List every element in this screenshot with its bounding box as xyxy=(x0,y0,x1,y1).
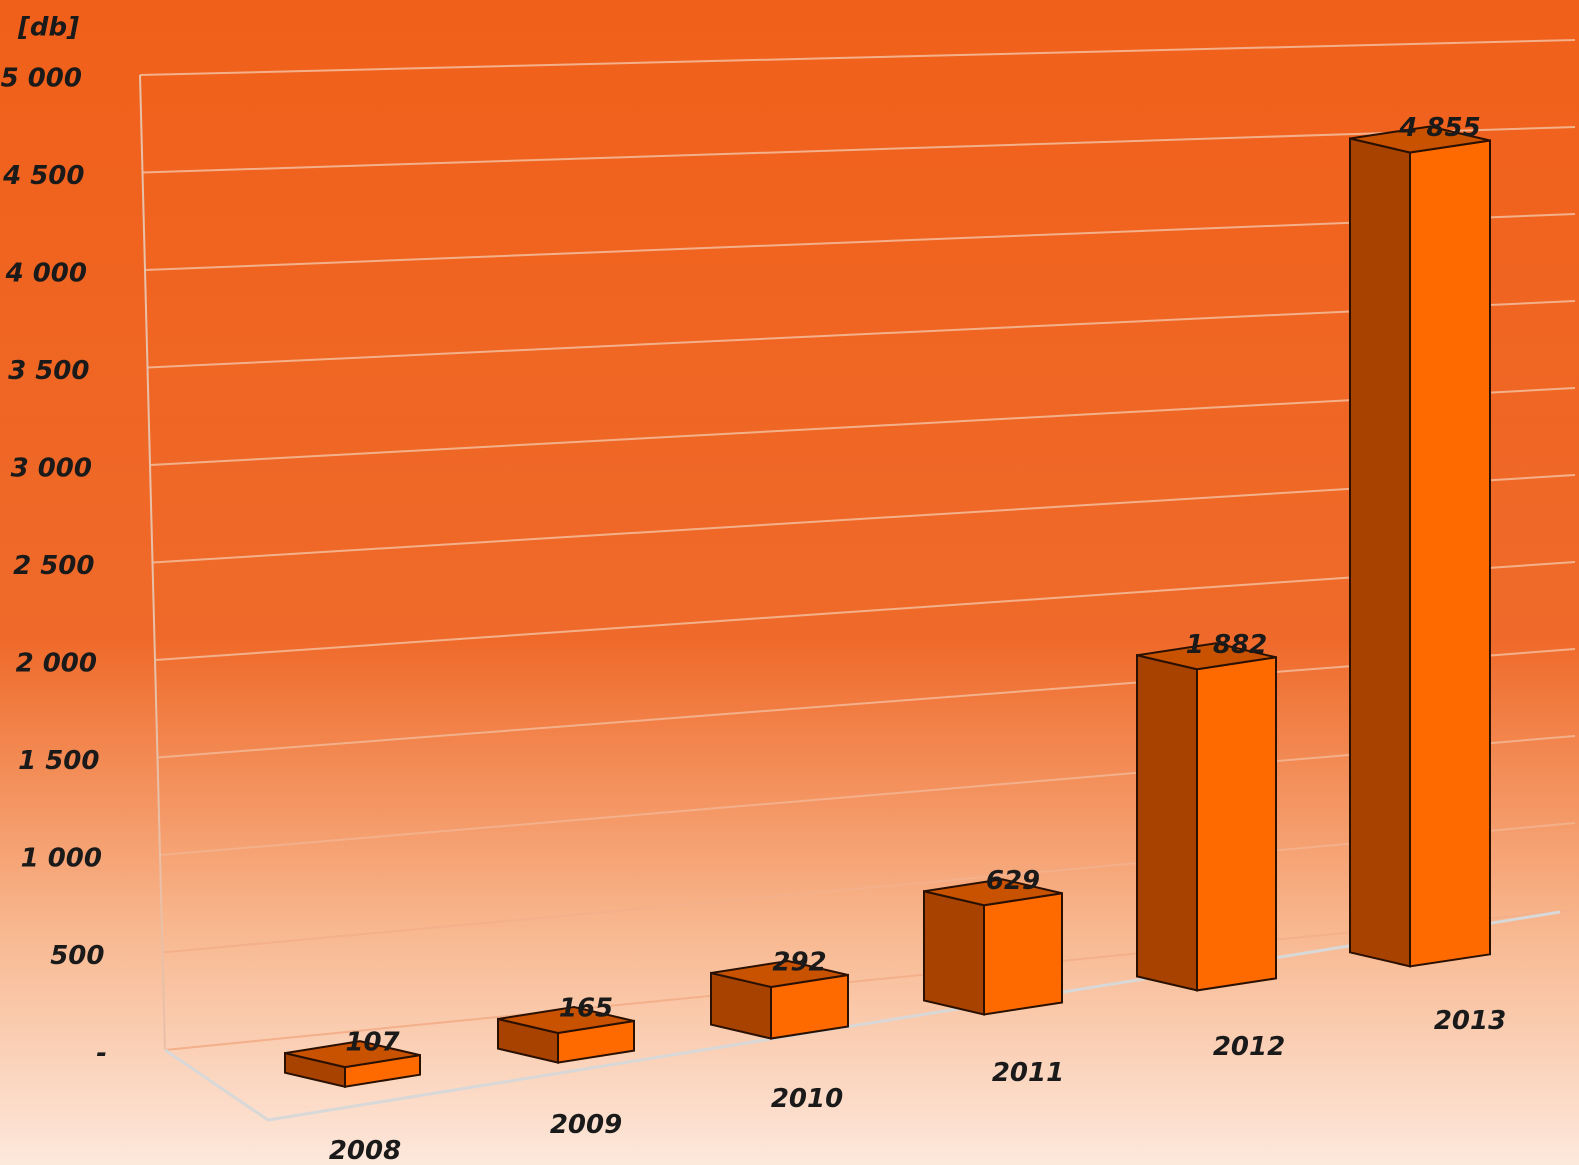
grid-line xyxy=(157,648,1576,759)
x-tick-label: 2012 xyxy=(1213,1032,1285,1062)
y-tick-label: 2 500 xyxy=(13,551,94,581)
y-tick-label: 3 000 xyxy=(11,454,92,484)
y-tick-label: 500 xyxy=(50,941,104,971)
value-label: 165 xyxy=(559,993,613,1023)
grid-line xyxy=(142,126,1576,174)
y-axis xyxy=(139,74,166,1051)
value-label: 4 855 xyxy=(1398,113,1480,143)
grid-line xyxy=(159,735,1576,856)
bar-top xyxy=(710,959,849,988)
bar xyxy=(1136,642,1277,992)
x-tick-label: 2011 xyxy=(992,1058,1064,1088)
bar-side xyxy=(1136,654,1198,992)
y-tick-label: - xyxy=(96,1039,107,1069)
grid-line xyxy=(164,909,1576,1051)
bar xyxy=(1349,125,1491,968)
y-axis-label: [db] xyxy=(17,13,79,43)
bar-side xyxy=(1349,137,1411,968)
y-tick-label: 4 500 xyxy=(2,161,84,191)
bar-top xyxy=(497,1005,635,1034)
grid-line xyxy=(139,39,1576,76)
grid-line xyxy=(144,213,1576,271)
y-tick-label: 3 500 xyxy=(8,356,89,386)
bar xyxy=(497,1005,635,1064)
floor-front xyxy=(267,910,1561,1122)
grid-line xyxy=(147,300,1576,369)
grid-line xyxy=(149,387,1576,466)
bar-top xyxy=(1136,642,1277,671)
grid-line xyxy=(154,561,1576,661)
value-label: 1 882 xyxy=(1186,630,1267,660)
y-tick-label: 1 000 xyxy=(21,844,102,874)
y-tick-label: 4 000 xyxy=(5,259,87,289)
grid-line xyxy=(162,822,1576,954)
bar xyxy=(710,959,849,1040)
value-label: 292 xyxy=(772,947,826,977)
floor-side xyxy=(164,1048,269,1122)
x-tick-label: 2008 xyxy=(329,1136,401,1165)
bar-side xyxy=(923,889,985,1016)
grid-line xyxy=(152,474,1576,564)
value-label: 107 xyxy=(345,1028,400,1058)
y-tick-label: 1 500 xyxy=(18,746,99,776)
bar-front xyxy=(983,892,1063,1016)
bar-front xyxy=(1409,139,1491,968)
value-label: 629 xyxy=(986,866,1040,896)
y-tick-label: 2 000 xyxy=(16,649,97,679)
bar-front xyxy=(1196,656,1277,992)
x-tick-label: 2010 xyxy=(771,1084,843,1114)
bar xyxy=(284,1040,421,1088)
bar-top xyxy=(284,1040,421,1069)
bar-top xyxy=(923,878,1063,907)
bar-top xyxy=(1349,125,1491,154)
x-tick-label: 2013 xyxy=(1434,1006,1506,1036)
x-tick-label: 2009 xyxy=(550,1110,622,1140)
y-tick-label: 5 000 xyxy=(1,64,82,94)
bar xyxy=(923,878,1063,1016)
